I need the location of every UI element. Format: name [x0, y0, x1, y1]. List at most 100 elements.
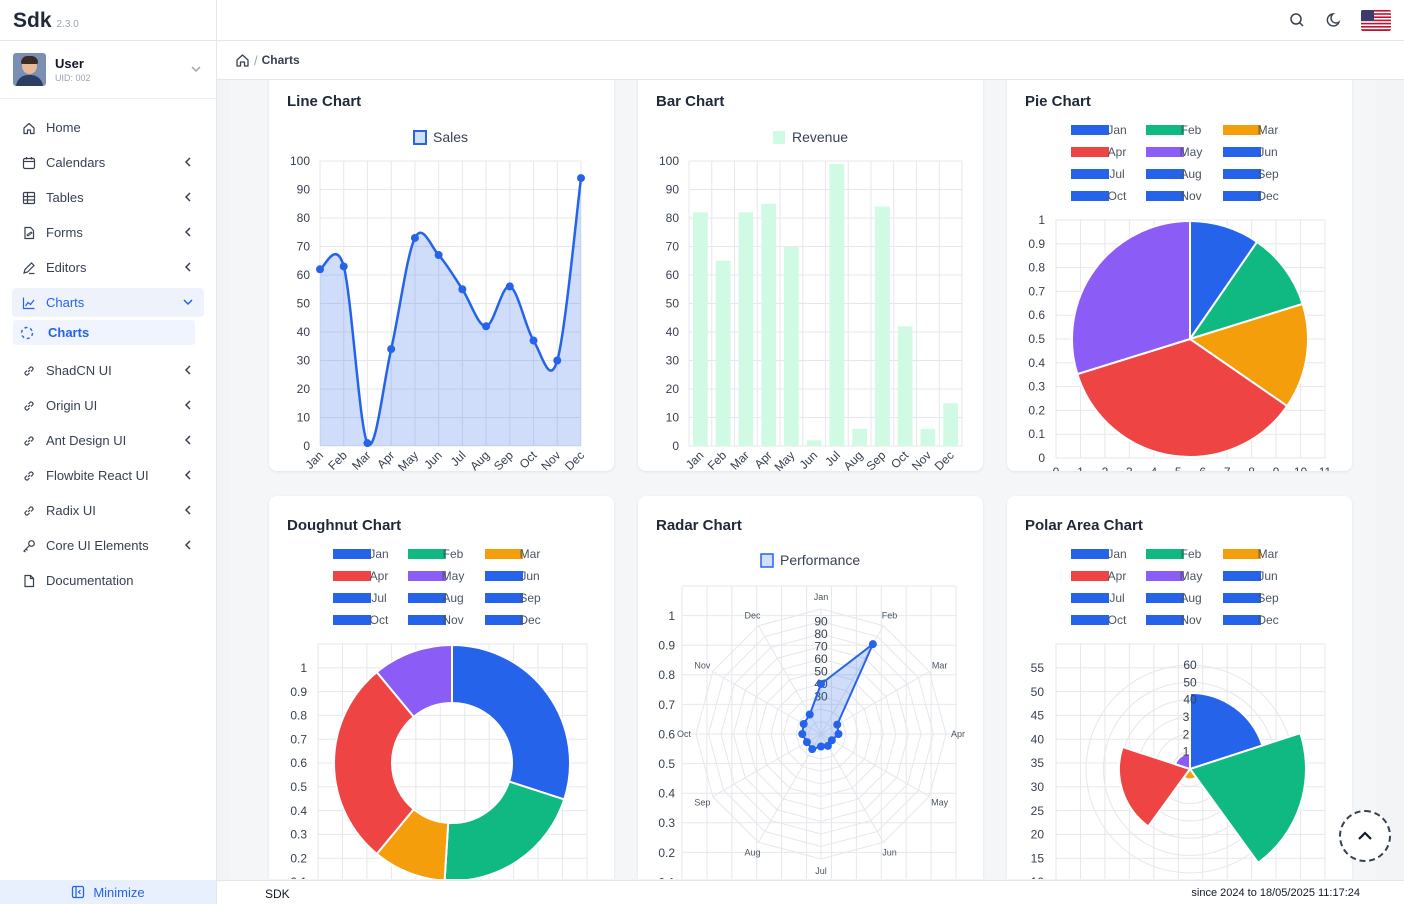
doughnut-slice — [451, 643, 571, 801]
doughnut-chart-card: Doughnut Chart Jan Feb Mar Apr May Jun Jul Aug S… — [269, 496, 614, 879]
sidebar-item-label: Calendars — [46, 155, 106, 170]
x-tick-label: Jul — [822, 448, 843, 469]
user-profile[interactable]: User UID: 002 — [0, 41, 216, 99]
sidebar-item-editors[interactable]: Editors — [0, 250, 216, 285]
chevron-left-icon — [184, 505, 191, 515]
legend-swatch — [1146, 549, 1184, 559]
sidebar-item-label: Forms — [46, 225, 83, 240]
data-point — [823, 741, 832, 750]
doughnut-slice — [375, 643, 453, 719]
x-tick-label: Sep — [863, 448, 888, 471]
revenue-bar — [784, 246, 799, 446]
key-icon — [23, 539, 35, 552]
data-point — [802, 738, 811, 747]
card-title: Radar Chart — [656, 517, 742, 534]
legend-swatch — [1223, 549, 1261, 559]
sidebar-item-charts[interactable]: Charts — [12, 288, 204, 317]
revenue-bar — [761, 203, 776, 446]
moon-icon[interactable] — [1326, 12, 1342, 28]
sidebar-item-label: Flowbite React UI — [46, 468, 149, 483]
legend-swatch — [1146, 593, 1184, 603]
legend-swatch — [485, 571, 523, 581]
y-tick-label: 0.4 — [1028, 356, 1045, 370]
y-tick-label: 1 — [1038, 213, 1045, 227]
legend-swatch — [333, 549, 371, 559]
legend-label: Jun — [520, 569, 539, 583]
sidebar-item-calendars[interactable]: Calendars — [0, 145, 216, 180]
y-tick-label: 35 — [1031, 756, 1045, 770]
legend-label: Sep — [1257, 591, 1279, 605]
legend-swatch — [485, 615, 523, 625]
sidebar-item-ant-design-ui[interactable]: Ant Design UI — [0, 423, 216, 458]
sidebar-item-documentation[interactable]: Documentation — [0, 563, 216, 598]
data-point — [817, 680, 825, 688]
data-point — [805, 710, 814, 719]
radar-axis-label: Jan — [814, 592, 829, 602]
data-point — [339, 262, 348, 271]
pie-chart: Jan Feb Mar Apr May Jun Jul Aug Sep Oct Nov Dec 0 0.1… — [1028, 123, 1331, 471]
radial-tick-label: 70 — [814, 640, 828, 654]
legend-swatch — [1146, 169, 1184, 179]
legend-swatch — [1071, 571, 1109, 581]
sidebar-subitem-charts[interactable]: Charts — [13, 320, 195, 345]
home-icon[interactable] — [235, 53, 250, 68]
pie-chart-card: Pie Chart Jan Feb Mar Apr May Jun Jul Aug Sep Oct… — [1007, 80, 1352, 471]
sidebar-item-shadcn-ui[interactable]: ShadCN UI — [0, 353, 216, 388]
chart-grid — [688, 160, 963, 447]
y-tick-label: 90 — [666, 183, 680, 197]
sidebar-item-core-ui-elements[interactable]: Core UI Elements — [0, 528, 216, 563]
polar-segment — [1173, 752, 1191, 771]
brand[interactable]: Sdk 2.3.0 — [0, 0, 216, 41]
revenue-bar — [829, 163, 845, 446]
sidebar-item-label: Origin UI — [46, 398, 98, 413]
chevron-down-icon[interactable] — [190, 63, 202, 75]
y-tick-label: 0.6 — [658, 727, 675, 741]
pen-icon — [23, 261, 35, 274]
sidebar-item-home[interactable]: Home — [0, 110, 216, 145]
x-tick-label: 10 — [1294, 465, 1308, 471]
us-flag-icon[interactable] — [1361, 10, 1391, 31]
minimize-button[interactable]: Minimize — [0, 880, 216, 904]
x-tick-label: Jan — [683, 448, 707, 471]
pie-slice — [1076, 337, 1289, 458]
sidebar-item-tables[interactable]: Tables — [0, 180, 216, 215]
legend-label: Dec — [519, 613, 540, 627]
chart-grid — [319, 160, 582, 447]
x-tick-label: 9 — [1273, 465, 1280, 471]
x-tick-label: Jul — [448, 448, 469, 469]
polar-area-chart: JanFebMarAprMayJunJulAugSepOctNovDec1015… — [1031, 547, 1326, 879]
legend-swatch — [408, 549, 446, 559]
legend-label: Oct — [1108, 613, 1127, 627]
legend-swatch — [1223, 169, 1261, 179]
legend-label: Sales — [433, 129, 468, 145]
y-tick-label: 25 — [1031, 804, 1045, 818]
loader-icon — [20, 326, 34, 339]
x-tick-label: Aug — [841, 448, 866, 471]
scroll-to-top-button[interactable] — [1339, 810, 1391, 862]
x-tick-label: Feb — [325, 448, 350, 471]
legend-label: Jan — [1107, 547, 1126, 561]
revenue-bar — [897, 326, 913, 446]
link-icon — [24, 400, 34, 411]
line-area-fill — [320, 178, 581, 446]
search-icon[interactable] — [1289, 12, 1305, 28]
radar-axis-label: Aug — [744, 848, 760, 858]
legend-label: May — [442, 569, 465, 583]
legend-swatch — [773, 131, 785, 144]
sidebar-item-forms[interactable]: Forms — [0, 215, 216, 250]
legend-label: Mar — [1258, 123, 1279, 137]
breadcrumb-current: Charts — [261, 53, 300, 67]
sidebar-item-flowbite-react-ui[interactable]: Flowbite React UI — [0, 458, 216, 493]
legend-label: Sep — [519, 591, 541, 605]
y-tick-label: 0.3 — [1028, 380, 1045, 394]
legend-swatch — [485, 593, 523, 603]
legend-label: Aug — [1180, 167, 1201, 181]
top-bar — [217, 0, 1404, 41]
legend-label: Feb — [443, 547, 464, 561]
sidebar-item-radix-ui[interactable]: Radix UI — [0, 493, 216, 528]
charts-content: Line Chart Sales 0 10 20 30 40 50 60 70 80 90 100 Ja… — [230, 80, 1376, 879]
data-point — [316, 265, 324, 274]
polar-area-chart-card: Polar Area Chart Jan Feb Mar Apr May Jun Jul Au… — [1007, 496, 1352, 879]
sidebar-item-origin-ui[interactable]: Origin UI — [0, 388, 216, 423]
